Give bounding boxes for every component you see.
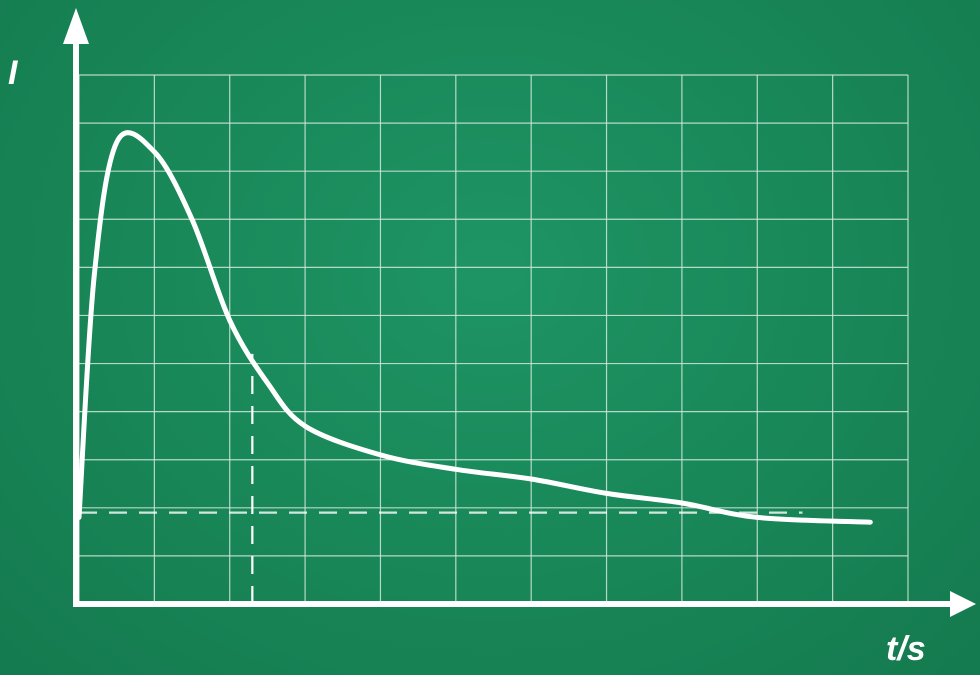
y-axis-arrow: [63, 8, 89, 44]
x-axis-arrow: [950, 591, 976, 617]
y-axis-label: I: [8, 54, 18, 92]
series-line: [76, 130, 873, 525]
x-axis-label: t/s: [886, 630, 926, 668]
